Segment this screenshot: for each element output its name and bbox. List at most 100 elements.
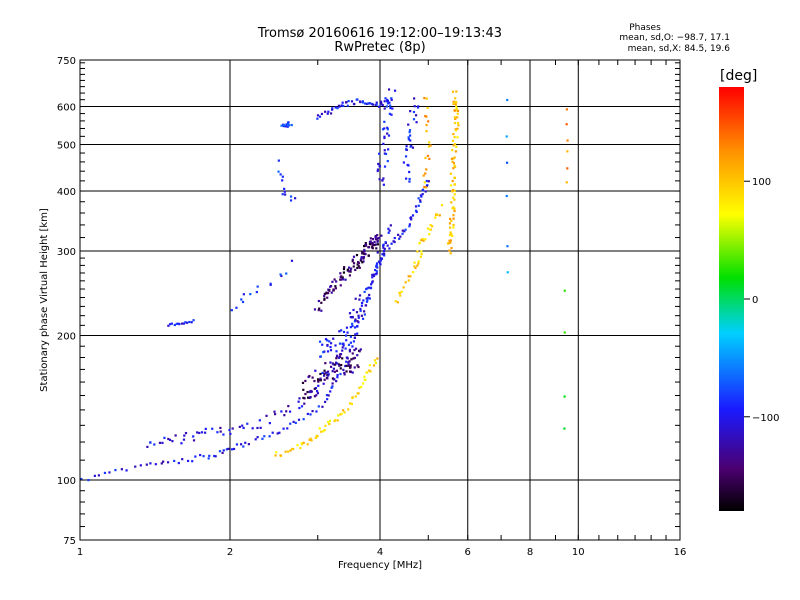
echo-point	[374, 243, 377, 246]
echo-point	[371, 273, 374, 277]
echo-point	[408, 177, 411, 181]
echo-point	[351, 258, 354, 261]
echo-point	[204, 427, 207, 430]
echo-point	[369, 242, 372, 246]
echo-point	[401, 232, 404, 235]
echo-point	[357, 262, 361, 265]
echo-point	[388, 247, 391, 250]
echo-point	[331, 382, 334, 385]
echo-point	[326, 377, 329, 380]
echo-point	[453, 209, 456, 213]
echo-point	[358, 298, 361, 301]
echo-point	[375, 265, 378, 268]
echo-point	[378, 178, 381, 181]
echo-point	[423, 181, 426, 184]
echo-point	[438, 214, 441, 217]
echo-point	[419, 199, 422, 202]
echo-point	[447, 242, 451, 245]
echo-points	[80, 88, 569, 482]
echo-point	[393, 89, 397, 92]
echo-point	[336, 107, 339, 110]
echo-point	[181, 322, 184, 325]
echo-point	[329, 390, 332, 393]
echo-point	[161, 441, 164, 444]
echo-point	[384, 241, 387, 244]
echo-point	[420, 250, 423, 253]
echo-point	[337, 414, 340, 417]
echo-point	[303, 397, 306, 400]
echo-point	[263, 435, 266, 438]
echo-point	[413, 261, 416, 264]
echo-point	[322, 430, 325, 433]
echo-point	[393, 236, 396, 240]
grid-lines	[80, 60, 680, 540]
echo-point	[382, 183, 385, 186]
echo-point	[451, 190, 454, 193]
echo-point	[313, 379, 316, 383]
echo-point	[379, 100, 383, 103]
echo-point	[231, 427, 234, 430]
echo-point	[337, 104, 341, 107]
echo-point	[328, 422, 331, 426]
echo-point	[170, 322, 173, 325]
echo-point	[352, 262, 356, 265]
echo-point	[455, 90, 458, 93]
echo-point	[374, 235, 377, 239]
echo-point	[340, 363, 343, 367]
echo-point	[353, 326, 357, 329]
echo-point	[454, 129, 457, 132]
echo-point	[375, 264, 378, 267]
echo-point	[306, 396, 310, 399]
echo-point	[323, 369, 326, 372]
echo-point	[275, 451, 278, 454]
echo-point	[344, 364, 347, 368]
echo-point	[300, 442, 303, 445]
echo-point	[329, 349, 333, 352]
echo-point	[337, 363, 341, 366]
echo-point	[506, 271, 509, 274]
echo-point	[453, 109, 456, 112]
echo-point	[158, 441, 162, 444]
echo-point	[316, 392, 319, 395]
echo-point	[389, 104, 392, 107]
echo-point	[334, 344, 337, 347]
echo-point	[287, 450, 290, 453]
echo-point	[313, 308, 317, 311]
echo-point	[244, 441, 247, 444]
axis-ticks	[79, 60, 681, 540]
echo-point	[375, 101, 378, 104]
echo-point	[422, 239, 425, 242]
echo-point	[335, 369, 339, 372]
echo-point	[386, 99, 390, 103]
echo-point	[302, 396, 305, 400]
y-tick-label: 400	[57, 187, 76, 198]
echo-point	[387, 148, 390, 151]
echo-point	[368, 293, 371, 297]
echo-point	[283, 124, 286, 127]
echo-point	[387, 227, 390, 230]
echo-point	[219, 426, 222, 430]
echo-point	[320, 301, 323, 304]
echo-point	[242, 426, 245, 430]
echo-point	[239, 443, 243, 446]
echo-point	[174, 434, 177, 437]
echo-point	[225, 448, 228, 451]
echo-point	[349, 366, 352, 369]
echo-point	[396, 301, 400, 304]
echo-point	[382, 249, 386, 253]
echo-point	[362, 257, 365, 260]
echo-point	[408, 180, 411, 183]
echo-point	[408, 129, 412, 132]
echo-point	[192, 439, 196, 442]
echo-point	[387, 231, 390, 234]
echo-point	[347, 266, 351, 269]
echo-point	[313, 387, 316, 390]
echo-point	[431, 225, 434, 228]
echo-point	[302, 418, 305, 421]
echo-point	[341, 357, 344, 360]
echo-point	[335, 361, 338, 364]
echo-point	[317, 384, 320, 387]
echo-point	[376, 168, 380, 171]
echo-point	[406, 163, 409, 167]
echo-point	[273, 410, 276, 413]
